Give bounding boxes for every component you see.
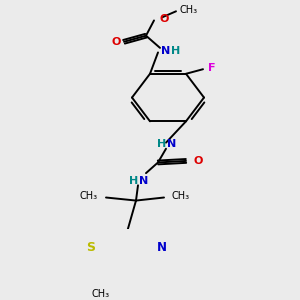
Text: H: H <box>158 139 166 149</box>
Text: N: N <box>157 241 167 254</box>
Text: N: N <box>140 176 148 186</box>
Text: N: N <box>161 46 171 56</box>
Text: CH₃: CH₃ <box>179 5 197 15</box>
Text: CH₃: CH₃ <box>80 191 98 201</box>
Text: H: H <box>129 176 139 186</box>
Text: O: O <box>160 14 169 24</box>
Text: O: O <box>194 156 203 166</box>
Text: O: O <box>111 37 121 47</box>
Text: S: S <box>86 241 95 254</box>
Text: F: F <box>208 63 215 73</box>
Text: CH₃: CH₃ <box>172 191 190 201</box>
Text: CH₃: CH₃ <box>92 289 110 299</box>
Text: N: N <box>167 139 177 149</box>
Text: H: H <box>171 46 181 56</box>
